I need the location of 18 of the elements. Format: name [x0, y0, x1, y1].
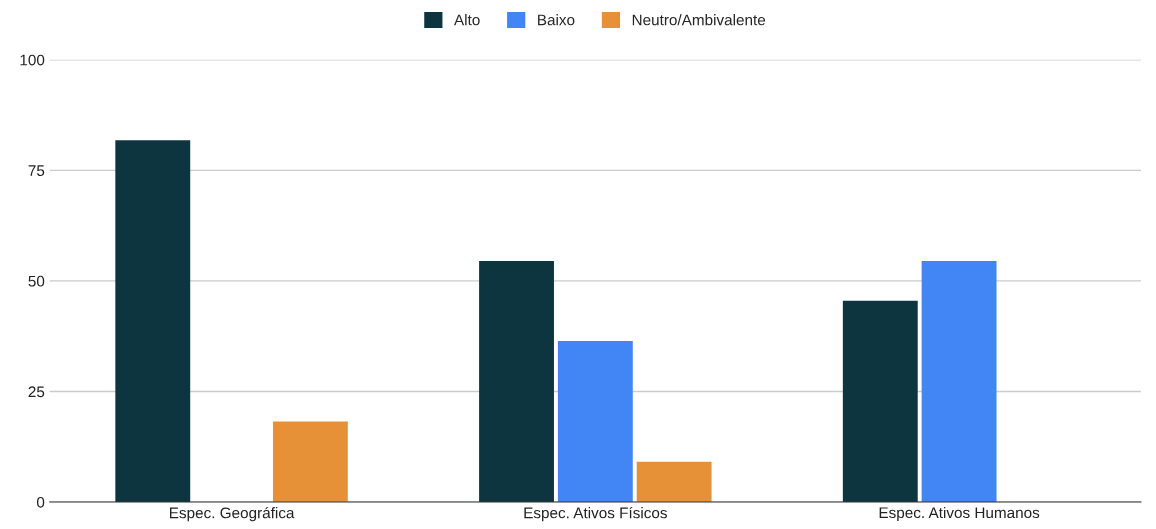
legend-label: Baixo	[538, 14, 575, 26]
bar	[115, 140, 191, 503]
x-tick-label: Espec. Ativos Humanos	[879, 506, 1040, 522]
y-tick-label: 0	[36, 496, 45, 508]
bar	[557, 341, 633, 503]
y-tick-label: 25	[28, 386, 45, 398]
bar	[842, 300, 918, 503]
y-tick-label: 100	[20, 54, 45, 66]
x-tick-label: Espec. Ativos Físicos	[524, 506, 667, 522]
x-tick-label: Espec. Geográfica	[170, 506, 295, 522]
bar	[479, 261, 554, 503]
bar	[272, 421, 348, 503]
bar	[921, 261, 997, 503]
legend-label: Alto	[454, 14, 480, 26]
bar	[636, 461, 712, 503]
legend-label: Neutro/Ambivalente	[632, 14, 766, 26]
y-tick-label: 50	[28, 275, 45, 287]
y-tick-label: 75	[28, 165, 45, 177]
